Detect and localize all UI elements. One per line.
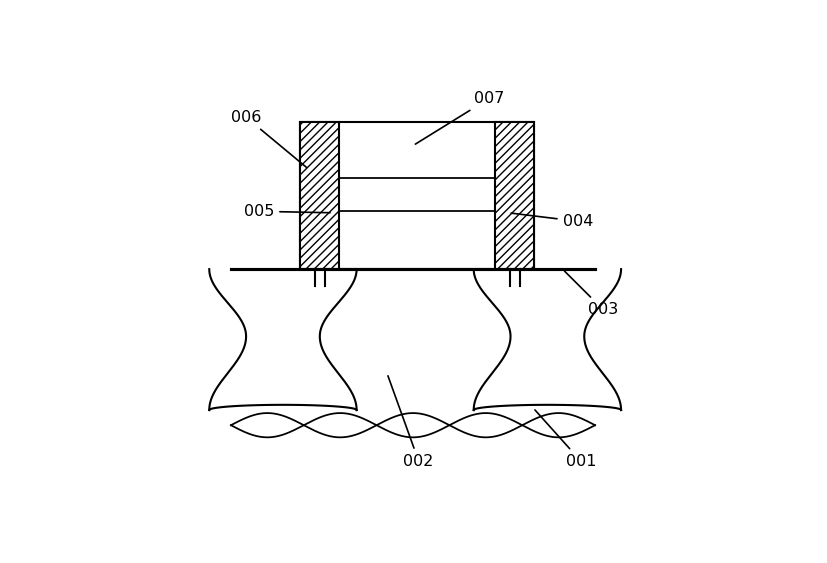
Text: 001: 001 (535, 410, 596, 468)
Text: 007: 007 (415, 91, 504, 144)
Text: 004: 004 (511, 213, 593, 229)
Text: 003: 003 (565, 271, 618, 317)
Polygon shape (300, 122, 339, 269)
Text: 005: 005 (244, 204, 330, 219)
Text: 002: 002 (388, 376, 434, 468)
Text: 006: 006 (231, 110, 307, 168)
Polygon shape (495, 122, 534, 269)
